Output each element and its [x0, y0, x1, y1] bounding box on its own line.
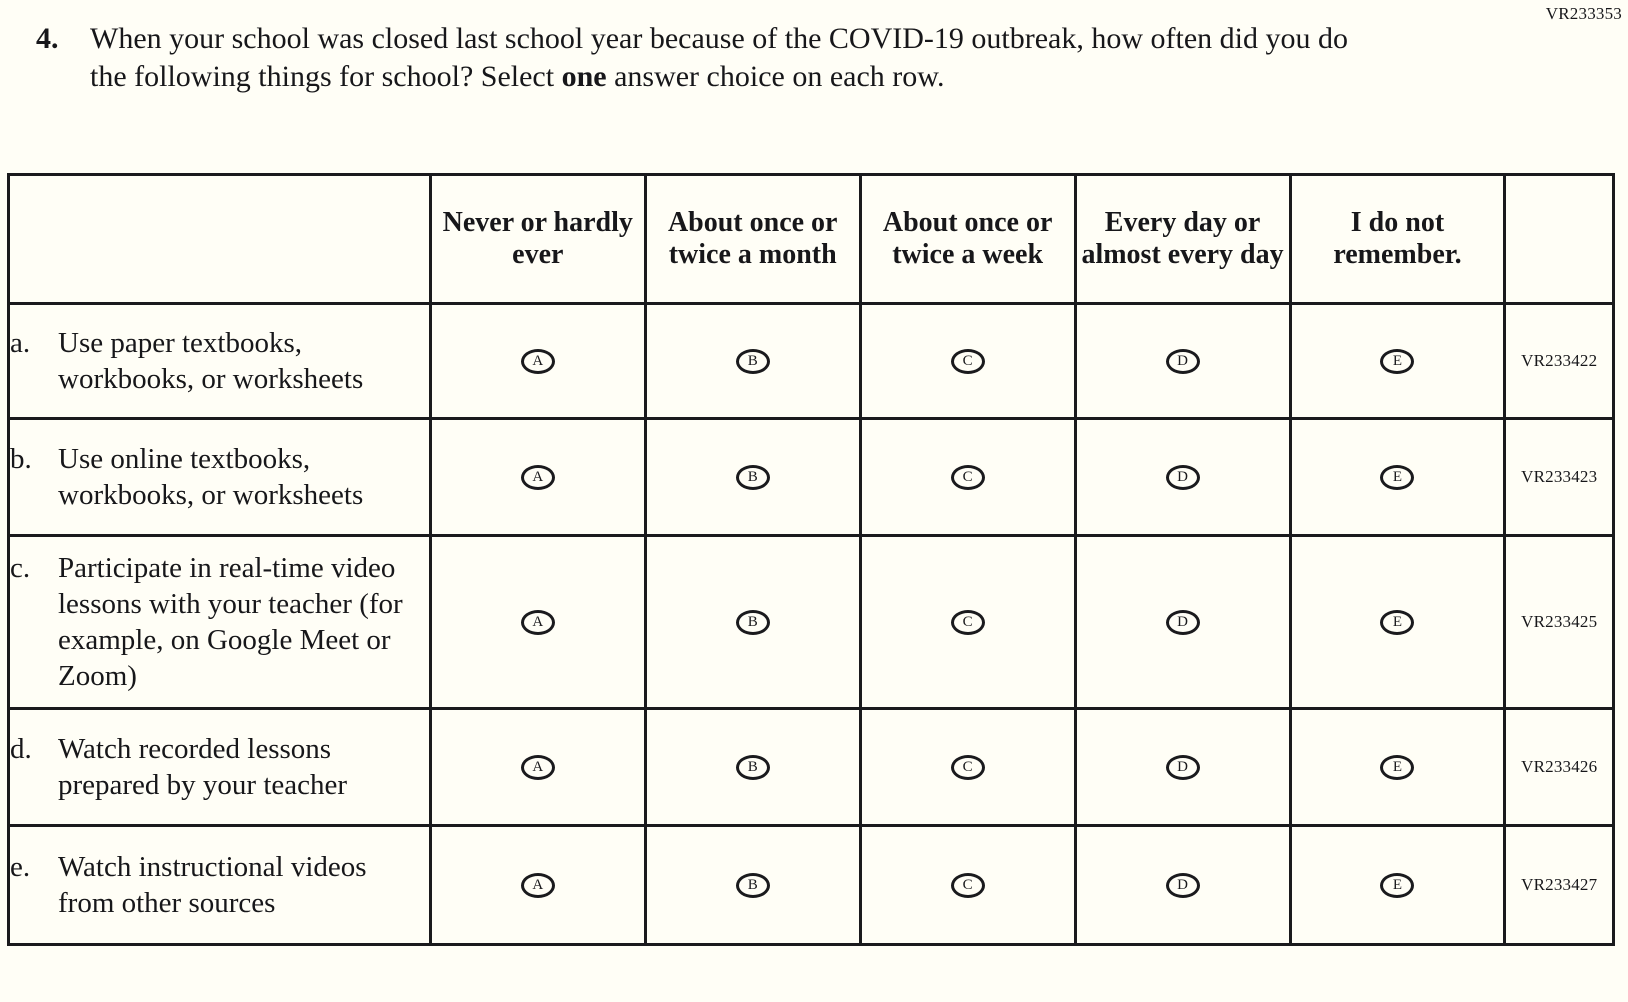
row-stem: b. Use online textbooks, workbooks, or wo…: [7, 417, 432, 537]
row-label: Participate in real-time video lessons w…: [58, 552, 403, 692]
row-stem: e. Watch instructional videos from other …: [7, 824, 432, 946]
stem-header-empty: [7, 173, 432, 305]
row-label: Watch instructional videos from other so…: [58, 851, 367, 919]
row-stem-inner: d. Watch recorded lessons prepared by you…: [10, 731, 429, 803]
table-row: c. Participate in real-time video lessons…: [7, 534, 1615, 710]
answer-bubble-d[interactable]: D: [1165, 872, 1200, 898]
option-cell: D: [1073, 824, 1292, 946]
row-letter: c.: [10, 552, 31, 584]
answer-bubble-b[interactable]: B: [735, 464, 770, 490]
row-letter: a.: [10, 327, 31, 359]
row-label: Use paper textbooks, workbooks, or works…: [58, 327, 364, 395]
row-stem-inner: b. Use online textbooks, workbooks, or wo…: [10, 441, 429, 513]
answer-bubble-b[interactable]: B: [735, 872, 770, 898]
option-cell: A: [428, 534, 647, 710]
answer-bubble-e[interactable]: E: [1380, 609, 1415, 635]
frequency-matrix-table: Never or hardly ever About once or twice …: [7, 173, 1615, 946]
column-header: About once or twice a week: [858, 173, 1077, 305]
option-cell: B: [643, 417, 862, 537]
answer-bubble-a[interactable]: A: [520, 754, 555, 780]
row-letter: e.: [10, 851, 31, 883]
option-cell: D: [1073, 707, 1292, 827]
option-cell: E: [1288, 534, 1507, 710]
answer-bubble-a[interactable]: A: [520, 348, 555, 374]
option-cell: B: [643, 302, 862, 420]
answer-bubble-c[interactable]: C: [950, 872, 985, 898]
option-cell: D: [1073, 534, 1292, 710]
row-label: Use online textbooks, workbooks, or work…: [58, 443, 364, 511]
question-text-before: When your school was closed last school …: [90, 22, 1349, 93]
answer-bubble-e[interactable]: E: [1380, 754, 1415, 780]
option-cell: D: [1073, 417, 1292, 537]
table-row: e. Watch instructional videos from other …: [7, 824, 1615, 946]
row-stem: a. Use paper textbooks, workbooks, or wor…: [7, 302, 432, 420]
row-form-code: VR233426: [1503, 707, 1615, 827]
option-cell: C: [858, 417, 1077, 537]
option-cell: C: [858, 707, 1077, 827]
option-cell: A: [428, 417, 647, 537]
page-form-code: VR233353: [1545, 4, 1622, 23]
row-label: Watch recorded lessons prepared by your …: [58, 733, 348, 801]
answer-bubble-c[interactable]: C: [950, 754, 985, 780]
option-cell: E: [1288, 824, 1507, 946]
option-cell: A: [428, 824, 647, 946]
option-cell: E: [1288, 707, 1507, 827]
answer-bubble-a[interactable]: A: [520, 464, 555, 490]
option-cell: A: [428, 707, 647, 827]
answer-bubble-b[interactable]: B: [735, 609, 770, 635]
option-cell: C: [858, 824, 1077, 946]
column-header: Never or hardly ever: [428, 173, 647, 305]
question-text-after: answer choice on each row.: [606, 60, 945, 93]
answer-bubble-b[interactable]: B: [735, 754, 770, 780]
column-header: About once or twice a month: [643, 173, 862, 305]
row-stem-inner: c. Participate in real-time video lessons…: [10, 550, 429, 694]
row-form-code: VR233423: [1503, 417, 1615, 537]
question-text-bold: one: [561, 60, 607, 93]
option-cell: D: [1073, 302, 1292, 420]
question-number: 4.: [36, 22, 59, 55]
column-header: I do not remember.: [1288, 173, 1507, 305]
option-cell: B: [643, 707, 862, 827]
header-row: Never or hardly ever About once or twice …: [7, 173, 1615, 305]
option-cell: A: [428, 302, 647, 420]
answer-bubble-c[interactable]: C: [950, 609, 985, 635]
row-stem-inner: a. Use paper textbooks, workbooks, or wor…: [10, 325, 429, 397]
answer-bubble-d[interactable]: D: [1165, 348, 1200, 374]
question-text: When your school was closed last school …: [90, 20, 1370, 96]
row-form-code: VR233425: [1503, 534, 1615, 710]
answer-bubble-c[interactable]: C: [950, 348, 985, 374]
row-form-code: VR233422: [1503, 302, 1615, 420]
row-form-code: VR233427: [1503, 824, 1615, 946]
option-cell: C: [858, 534, 1077, 710]
option-cell: B: [643, 534, 862, 710]
row-stem-inner: e. Watch instructional videos from other …: [10, 849, 429, 921]
table-row: b. Use online textbooks, workbooks, or wo…: [7, 417, 1615, 537]
option-cell: B: [643, 824, 862, 946]
row-stem: c. Participate in real-time video lessons…: [7, 534, 432, 710]
row-letter: d.: [10, 733, 32, 765]
answer-bubble-a[interactable]: A: [520, 872, 555, 898]
answer-bubble-d[interactable]: D: [1165, 464, 1200, 490]
row-stem: d. Watch recorded lessons prepared by you…: [7, 707, 432, 827]
answer-bubble-d[interactable]: D: [1165, 609, 1200, 635]
answer-bubble-c[interactable]: C: [950, 464, 985, 490]
option-cell: C: [858, 302, 1077, 420]
column-header: Every day or almost every day: [1073, 173, 1292, 305]
answer-bubble-e[interactable]: E: [1380, 464, 1415, 490]
answer-bubble-e[interactable]: E: [1380, 348, 1415, 374]
answer-bubble-a[interactable]: A: [520, 609, 555, 635]
option-cell: E: [1288, 417, 1507, 537]
answer-bubble-e[interactable]: E: [1380, 872, 1415, 898]
answer-bubble-b[interactable]: B: [735, 348, 770, 374]
code-header-empty: [1503, 173, 1615, 305]
row-letter: b.: [10, 443, 32, 475]
option-cell: E: [1288, 302, 1507, 420]
table-row: a. Use paper textbooks, workbooks, or wor…: [7, 302, 1615, 420]
answer-bubble-d[interactable]: D: [1165, 754, 1200, 780]
question-block: 4. When your school was closed last scho…: [36, 20, 1376, 96]
table-row: d. Watch recorded lessons prepared by you…: [7, 707, 1615, 827]
